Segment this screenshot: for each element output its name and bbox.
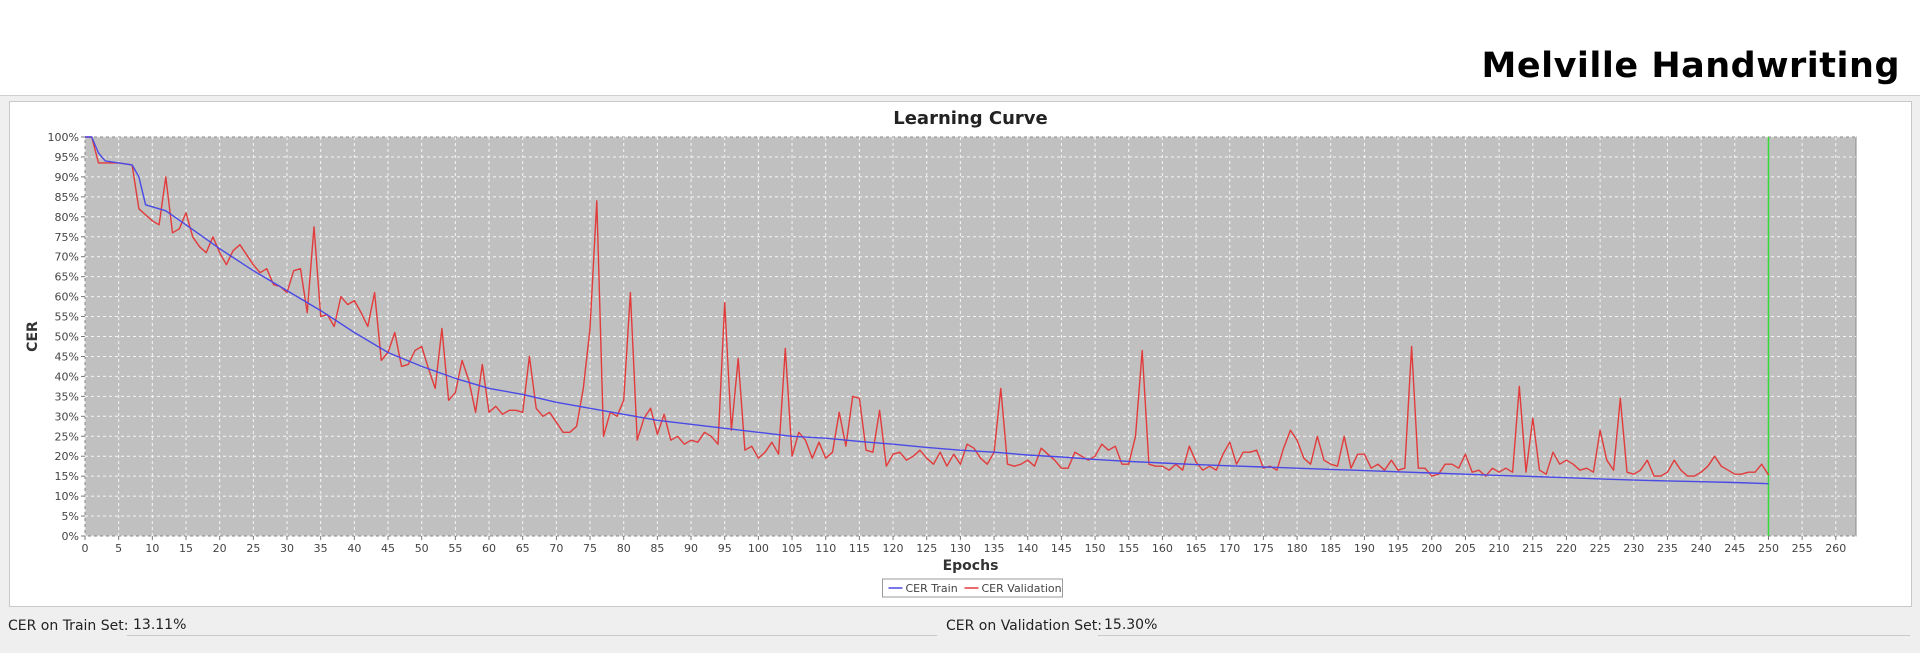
x-tick-label: 230 [1623, 542, 1644, 555]
train-cer-label: CER on Train Set: [8, 618, 129, 634]
x-tick-label: 215 [1522, 542, 1543, 555]
x-tick-label: 225 [1590, 542, 1611, 555]
x-tick-label: 160 [1152, 542, 1173, 555]
y-tick-label: 85% [55, 191, 79, 204]
y-tick-label: 70% [55, 251, 79, 264]
y-tick-label: 50% [55, 331, 79, 344]
x-tick-label: 260 [1825, 542, 1846, 555]
y-tick-label: 90% [55, 171, 79, 184]
x-tick-label: 135 [984, 542, 1005, 555]
x-tick-label: 30 [280, 542, 294, 555]
x-tick-label: 195 [1388, 542, 1409, 555]
chart-title: Learning Curve [893, 108, 1048, 129]
x-tick-label: 100 [748, 542, 769, 555]
train-cer-value: 13.11% [127, 614, 937, 636]
y-tick-label: 95% [55, 151, 79, 164]
x-tick-label: 95 [718, 542, 732, 555]
y-tick-label: 15% [55, 470, 79, 483]
validation-cer-label: CER on Validation Set: [946, 618, 1102, 634]
x-tick-label: 45 [381, 542, 395, 555]
y-tick-label: 100% [48, 131, 79, 144]
x-tick-label: 105 [782, 542, 803, 555]
x-tick-label: 235 [1657, 542, 1678, 555]
validation-series-line [85, 136, 1770, 477]
y-tick-label: 75% [55, 231, 79, 244]
chart-frame: 0% 5% 10% 15% 20% 25% 30% 35% 40% 45% 50% 55% 60% 65%… [9, 101, 1912, 607]
x-tick-label: 110 [815, 542, 836, 555]
legend-entry: CER Validation [982, 582, 1062, 595]
y-tick-label: 45% [55, 350, 79, 363]
footer-stats: CER on Train Set: 13.11% CER on Validati… [0, 610, 1920, 652]
x-tick-label: 165 [1186, 542, 1207, 555]
x-tick-label: 140 [1017, 542, 1038, 555]
learning-curve-chart: 0% 5% 10% 15% 20% 25% 30% 35% 40% 45% 50% 55% 60% 65%… [25, 108, 1857, 598]
x-tick-label: 175 [1253, 542, 1274, 555]
y-tick-label: 30% [55, 410, 79, 423]
x-tick-label: 20 [213, 542, 227, 555]
x-tick-label: 180 [1287, 542, 1308, 555]
x-tick-label: 70 [549, 542, 563, 555]
y-tick-label: 5% [62, 510, 79, 523]
train-series-line [85, 136, 1769, 485]
y-tick-label: 35% [55, 390, 79, 403]
y-tick-label: 20% [55, 450, 79, 463]
y-tick-label: 60% [55, 291, 79, 304]
x-tick-label: 15 [179, 542, 193, 555]
x-tick-label: 150 [1085, 542, 1106, 555]
x-tick-label: 190 [1354, 542, 1375, 555]
x-tick-label: 85 [650, 542, 664, 555]
x-tick-label: 0 [82, 542, 89, 555]
legend-entry: CER Train [906, 582, 958, 595]
x-tick-label: 220 [1556, 542, 1577, 555]
x-tick-label: 80 [617, 542, 631, 555]
x-tick-label: 205 [1455, 542, 1476, 555]
x-tick-label: 90 [684, 542, 698, 555]
x-tick-label: 50 [415, 542, 429, 555]
y-tick-label: 55% [55, 311, 79, 324]
y-tick-label: 0% [62, 530, 79, 543]
y-tick-label: 65% [55, 271, 79, 284]
x-tick-label: 200 [1421, 542, 1442, 555]
x-tick-label: 25 [246, 542, 260, 555]
x-tick-label: 5 [115, 542, 122, 555]
page-title: Melville Handwriting [1481, 46, 1900, 86]
x-tick-label: 40 [347, 542, 361, 555]
x-tick-label: 240 [1691, 542, 1712, 555]
x-tick-label: 155 [1118, 542, 1139, 555]
validation-cer-value: 15.30% [1098, 614, 1910, 636]
x-tick-label: 170 [1219, 542, 1240, 555]
x-tick-label: 10 [145, 542, 159, 555]
y-tick-label: 80% [55, 211, 79, 224]
x-tick-label: 115 [849, 542, 870, 555]
y-tick-label: 25% [55, 430, 79, 443]
x-tick-label: 60 [482, 542, 496, 555]
y-tick-label: 40% [55, 370, 79, 383]
x-tick-label: 255 [1792, 542, 1813, 555]
x-tick-label: 55 [448, 542, 462, 555]
x-tick-label: 35 [314, 542, 328, 555]
x-tick-label: 75 [583, 542, 597, 555]
x-tick-label: 145 [1051, 542, 1072, 555]
x-tick-label: 250 [1758, 542, 1779, 555]
x-axis-label: Epochs [943, 558, 999, 574]
x-tick-label: 130 [950, 542, 971, 555]
x-tick-label: 125 [916, 542, 937, 555]
x-tick-label: 185 [1320, 542, 1341, 555]
x-tick-label: 65 [516, 542, 530, 555]
y-tick-label: 10% [55, 490, 79, 503]
y-axis-label: CER [25, 321, 41, 352]
x-tick-label: 120 [883, 542, 904, 555]
x-tick-label: 245 [1724, 542, 1745, 555]
x-tick-label: 210 [1489, 542, 1510, 555]
